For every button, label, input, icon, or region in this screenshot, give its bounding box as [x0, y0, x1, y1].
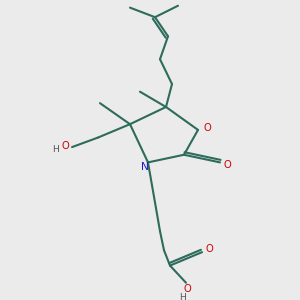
Text: O: O	[204, 124, 212, 134]
Text: H: H	[180, 293, 186, 300]
Text: H: H	[52, 146, 59, 154]
Text: O: O	[184, 284, 191, 294]
Text: O: O	[206, 244, 213, 254]
Text: O: O	[61, 141, 69, 151]
Text: N: N	[141, 162, 149, 172]
Text: O: O	[224, 160, 231, 170]
